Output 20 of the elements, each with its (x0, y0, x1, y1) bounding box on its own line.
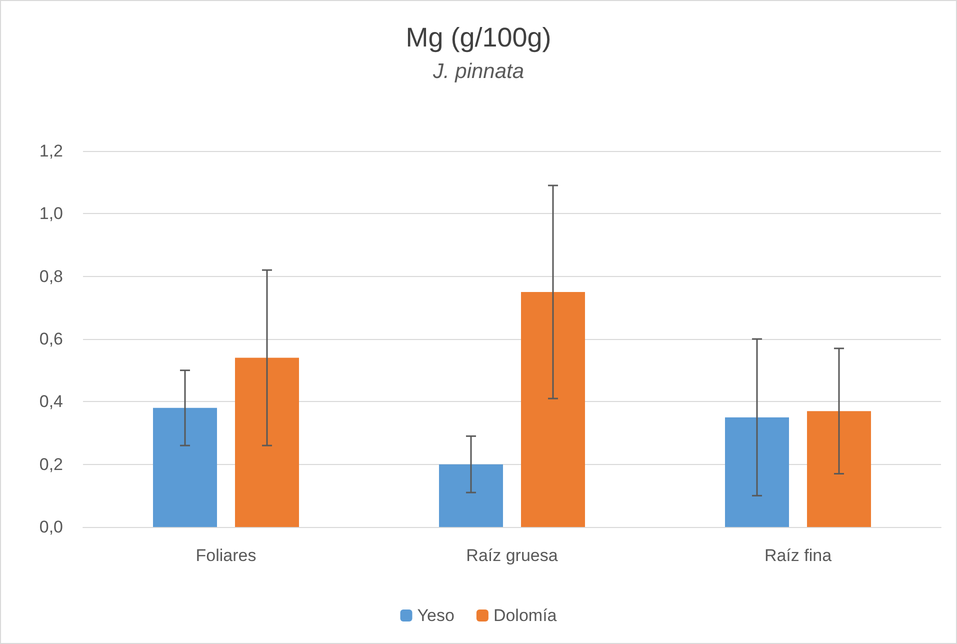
y-tick-label: 1,2 (39, 142, 63, 160)
bar (521, 292, 585, 527)
y-tick-label: 0,4 (39, 392, 63, 412)
bar (235, 358, 299, 527)
chart-subtitle: J. pinnata (432, 60, 524, 83)
y-tick-label: 0,6 (39, 330, 63, 348)
bar (439, 464, 503, 527)
bar (153, 408, 217, 527)
bar (807, 411, 871, 527)
y-tick-label: 0,0 (39, 518, 63, 536)
bar (725, 417, 789, 527)
x-tick-label: Foliares (196, 546, 256, 565)
legend-label: Yeso (417, 606, 454, 625)
y-tick-label: 0,8 (39, 266, 63, 286)
y-tick-label: 1,0 (39, 204, 63, 224)
y-tick-label: 0,2 (39, 454, 63, 474)
legend-label: Dolomía (493, 606, 558, 625)
x-tick-label: Raíz fina (764, 546, 832, 565)
x-tick-label: Raíz gruesa (466, 546, 558, 565)
chart-title: Mg (g/100g) (406, 22, 552, 52)
